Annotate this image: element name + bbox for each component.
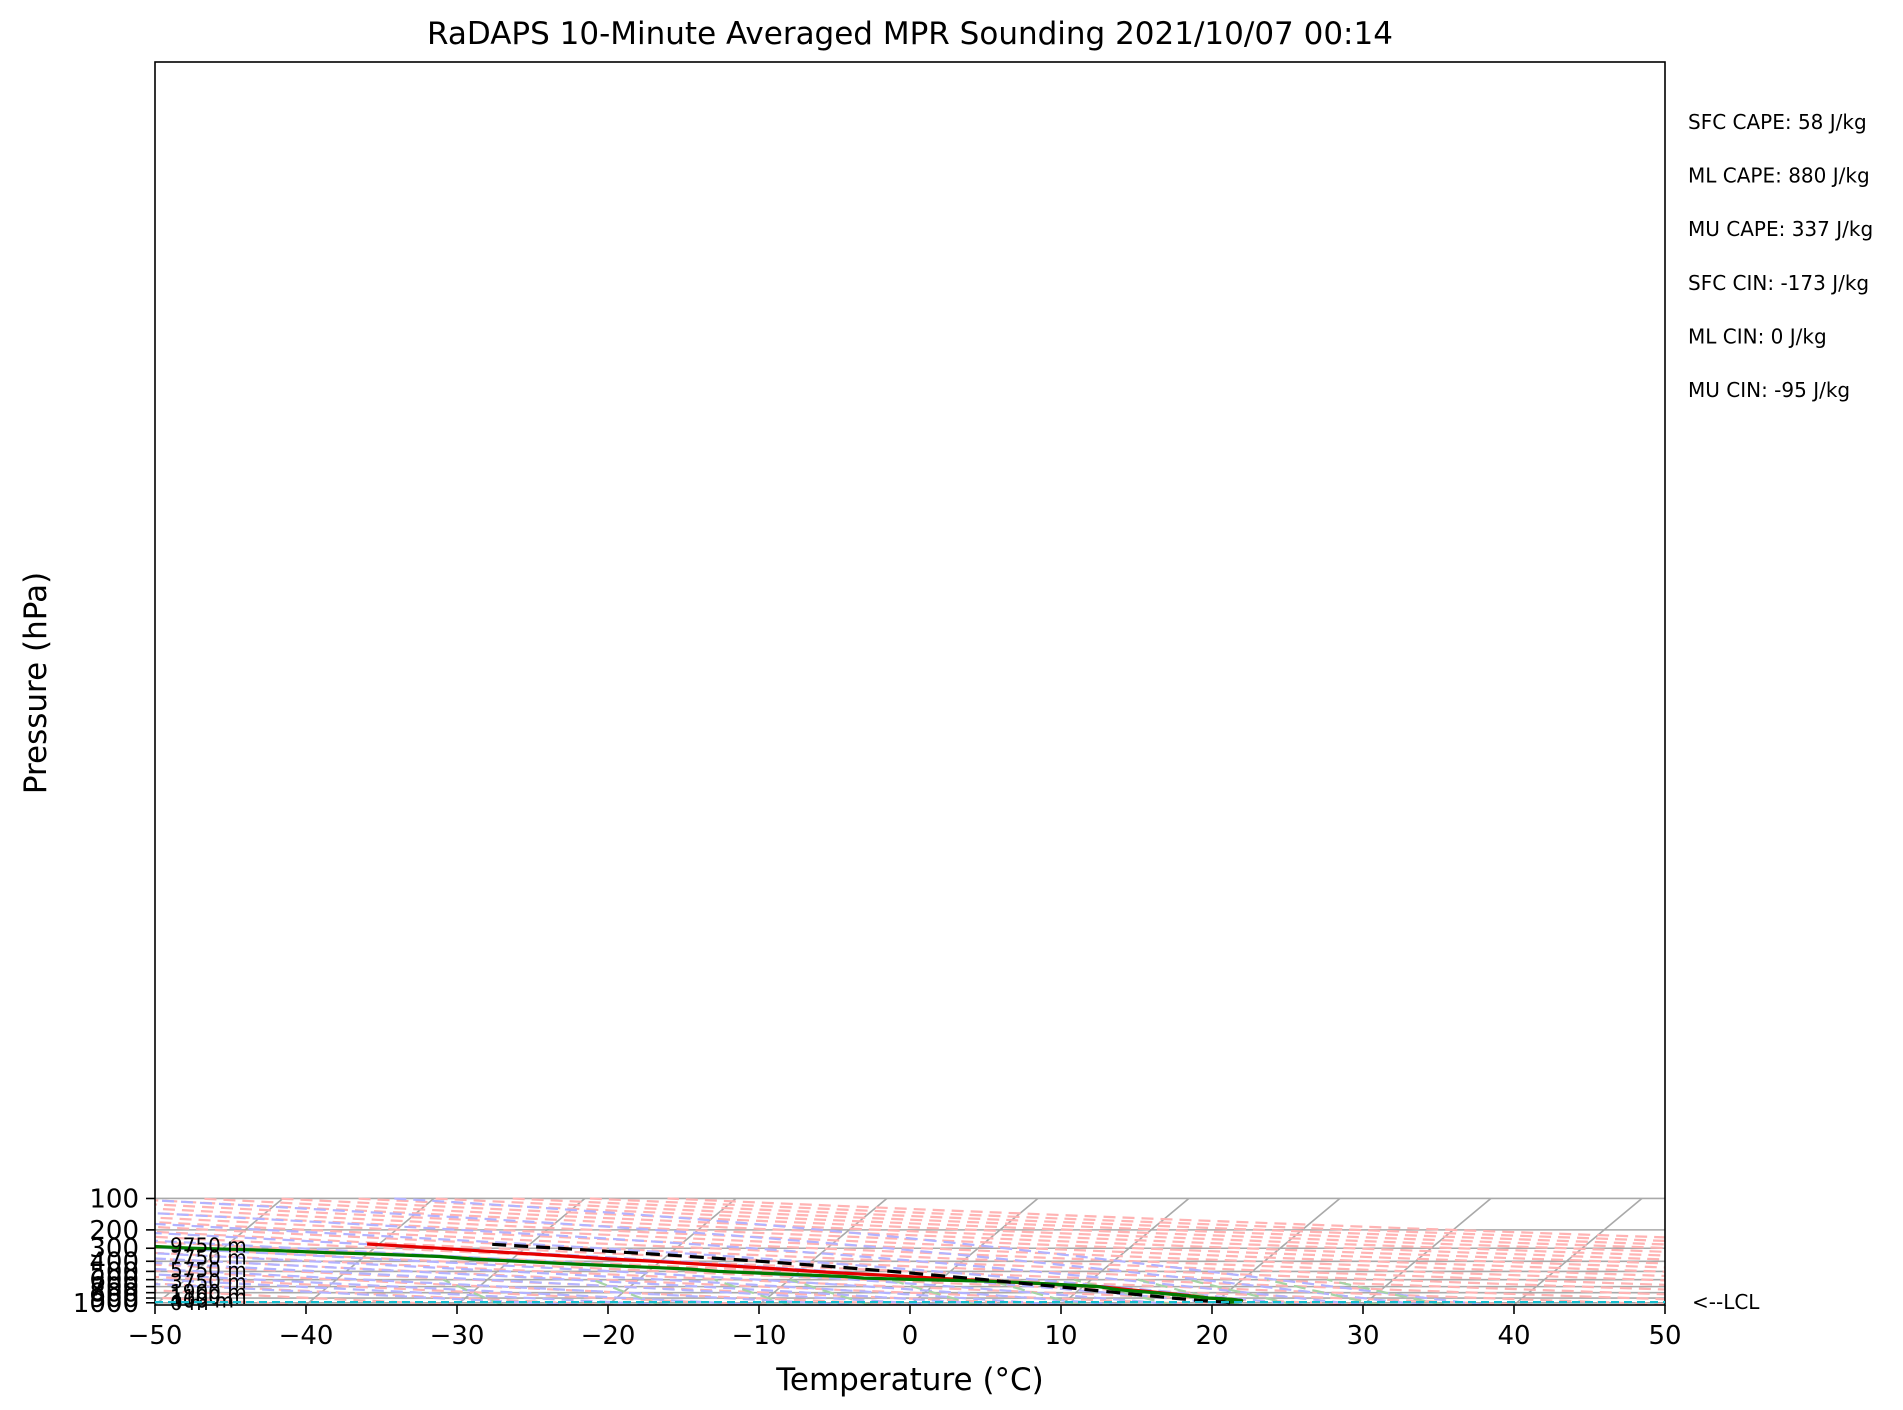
stat-label: MU CAPE: 337 J/kg xyxy=(1688,217,1873,241)
x-tick-label: 10 xyxy=(1044,1321,1077,1351)
y-axis-title: Pressure (hPa) xyxy=(18,572,54,794)
stat-label: SFC CIN: -173 J/kg xyxy=(1688,271,1869,295)
x-tick-label: −10 xyxy=(732,1321,787,1351)
height-label: 9750 m xyxy=(170,1233,247,1257)
x-tick-label: 30 xyxy=(1346,1321,1379,1351)
x-tick-label: 20 xyxy=(1195,1321,1228,1351)
stat-label: ML CAPE: 880 J/kg xyxy=(1688,164,1870,188)
stat-label: MU CIN: -95 J/kg xyxy=(1688,378,1850,402)
stat-label: SFC CAPE: 58 J/kg xyxy=(1688,110,1867,134)
stat-label: ML CIN: 0 J/kg xyxy=(1688,324,1827,348)
x-tick-label: 0 xyxy=(902,1321,919,1351)
lcl-label: <--LCL xyxy=(1692,1290,1760,1314)
chart-title: RaDAPS 10-Minute Averaged MPR Sounding 2… xyxy=(427,16,1393,52)
y-tick-label: 100 xyxy=(89,1184,139,1214)
y-tick-label: 1000 xyxy=(73,1289,139,1319)
x-tick-label: −40 xyxy=(279,1321,334,1351)
x-axis-title: Temperature (°C) xyxy=(775,1362,1044,1398)
x-tick-label: −30 xyxy=(430,1321,485,1351)
x-tick-label: 50 xyxy=(1648,1321,1681,1351)
x-tick-label: −50 xyxy=(128,1321,183,1351)
x-tick-label: −20 xyxy=(581,1321,636,1351)
x-tick-label: 40 xyxy=(1497,1321,1530,1351)
